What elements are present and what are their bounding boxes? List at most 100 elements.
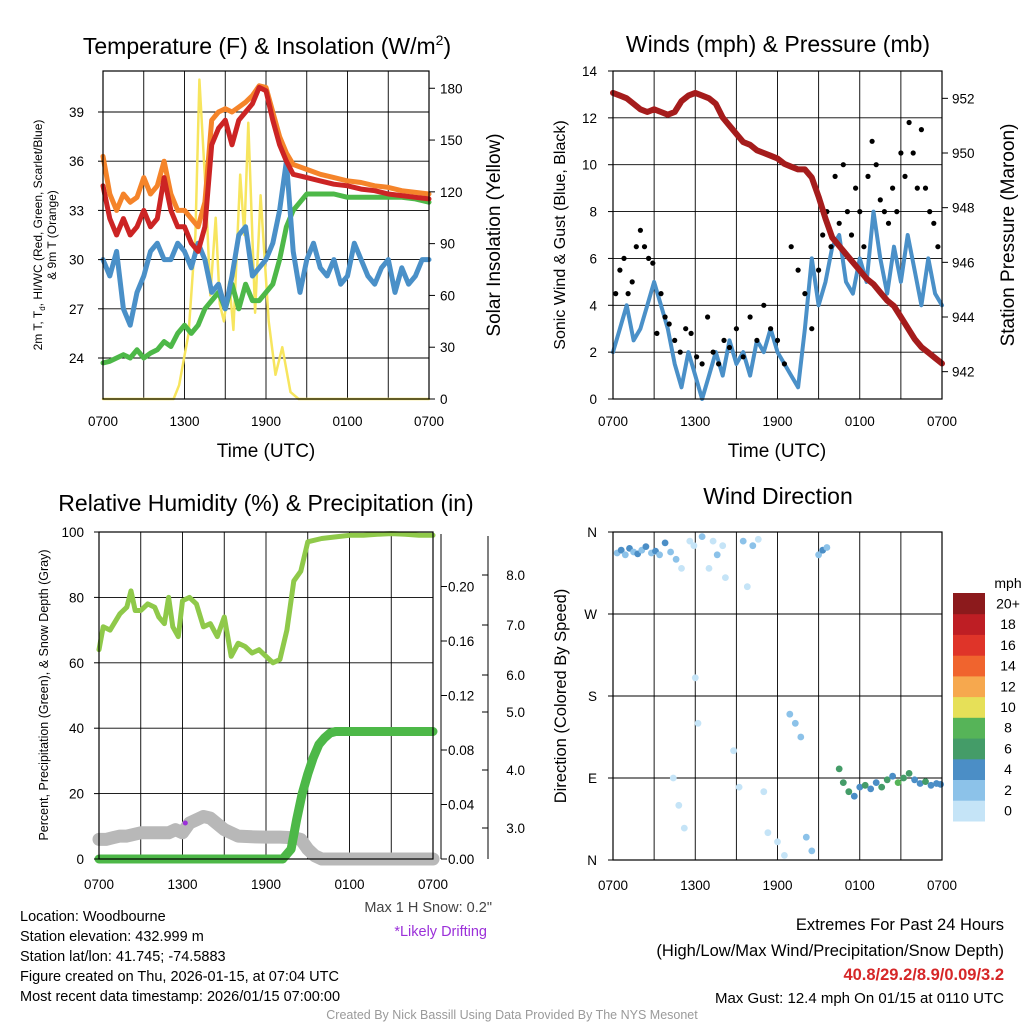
gust-point <box>781 361 788 367</box>
x-tick-label: 1300 <box>680 414 710 429</box>
gust-point <box>853 185 859 191</box>
direction-tick-label: N <box>587 525 597 540</box>
direction-point <box>856 783 864 791</box>
colorbar-swatch <box>953 800 985 822</box>
drift-marker <box>182 820 188 826</box>
direction-point <box>667 548 674 556</box>
series-9m-t-line <box>100 83 432 230</box>
colorbar-swatch <box>953 779 985 801</box>
gust-point <box>621 255 627 261</box>
direction-point <box>722 574 729 581</box>
gust-point <box>873 162 879 168</box>
colorbar-swatch <box>953 758 985 780</box>
humidity-ylabel: Percent, Precipitation (Green), & Snow D… <box>37 549 51 840</box>
x-tick-label: 1900 <box>762 414 792 429</box>
temperature-title-superscript: 2 <box>436 32 444 48</box>
series-2m-t-line <box>100 84 432 254</box>
temperature-ylabel-line2: & 9m T (Orange) <box>45 190 59 280</box>
y2-tick-label: 952 <box>952 91 975 106</box>
gust-point <box>890 185 896 191</box>
extremes-values: 40.8/29.2/8.9/0.09/3.2 <box>843 966 1004 984</box>
gust-point <box>637 227 644 233</box>
colorbar-label: 16 <box>1000 637 1016 653</box>
gust-point <box>650 260 656 266</box>
gust-point <box>613 291 619 297</box>
direction-point <box>900 774 907 782</box>
temperature-ylabel-subscript: d <box>38 306 47 310</box>
colorbar-label: 8 <box>1004 720 1012 736</box>
direction-point <box>937 781 944 788</box>
direction-point <box>815 551 822 559</box>
gust-point <box>832 173 838 179</box>
gust-point <box>836 220 842 226</box>
x-tick-label: 0100 <box>845 414 875 429</box>
gust-point <box>902 173 908 179</box>
y-tick-label: 36 <box>69 154 84 169</box>
direction-point <box>713 551 721 559</box>
direction-point <box>730 747 737 755</box>
colorbar-label: 12 <box>1000 678 1016 694</box>
gust-point <box>683 326 689 332</box>
colorbar-swatch <box>953 696 985 718</box>
station-pressure-line <box>610 89 945 367</box>
gust-point <box>914 185 920 191</box>
winds-ylabel: Sonic Wind & Gust (Blue, Black) <box>552 120 569 349</box>
colorbar-swatch <box>953 655 985 677</box>
gust-point <box>658 291 664 297</box>
gust-point <box>935 244 941 250</box>
y2-tick-label: 150 <box>440 133 463 148</box>
wind-direction-panel: Wind Direction 0700 1300 1900 0100 0700NESWN… <box>552 483 1022 893</box>
winds-series <box>610 89 945 401</box>
direction-point <box>705 565 713 572</box>
gust-point <box>747 314 753 320</box>
x-tick-label: 0700 <box>598 878 628 893</box>
direction-point <box>802 833 810 841</box>
y2-tick-label: 944 <box>952 310 975 325</box>
direction-point <box>905 770 913 777</box>
gust-point <box>816 267 822 273</box>
snow-tick-label: 4.0 <box>506 763 525 778</box>
direction-tick-label: S <box>588 689 597 704</box>
direction-point <box>656 551 663 559</box>
x-tick-label: 1300 <box>167 877 197 892</box>
temperature-plot-frame <box>102 70 430 400</box>
y-tick-label: 0 <box>76 852 84 867</box>
direction-point <box>686 537 694 545</box>
gust-point <box>733 326 740 332</box>
direction-point <box>927 781 935 789</box>
direction-point <box>743 583 751 591</box>
direction-point <box>911 776 918 784</box>
gust-point <box>761 302 767 308</box>
x-tick-label: 0700 <box>927 878 957 893</box>
direction-tick-label: W <box>584 607 597 622</box>
gust-point <box>716 361 722 367</box>
direction-point <box>669 774 677 782</box>
temperature-title: Temperature (F) & Insolation (W/m2) <box>83 32 451 59</box>
winds-xlabel: Time (UTC) <box>728 441 827 462</box>
gust-point <box>625 291 631 297</box>
colorbar-label: 10 <box>1000 699 1016 715</box>
direction-point <box>698 533 706 540</box>
direction-point <box>661 539 669 547</box>
direction-point <box>621 551 629 559</box>
direction-point <box>922 778 929 785</box>
x-tick-label: 0100 <box>332 414 362 429</box>
relative-humidity-line <box>96 531 436 666</box>
snow-tick-label: 6.0 <box>506 668 525 683</box>
gust-point <box>662 314 668 320</box>
x-tick-label: 0700 <box>598 414 628 429</box>
direction-point <box>786 710 794 718</box>
gust-point <box>754 337 760 343</box>
gust-point <box>633 244 639 250</box>
colorbar-swatch <box>953 738 985 760</box>
direction-point <box>845 788 853 796</box>
direction-point <box>878 783 886 791</box>
colorbar-label: 6 <box>1004 741 1012 757</box>
y2-tick-label: 942 <box>952 365 975 380</box>
direction-point <box>764 829 772 837</box>
gust-point <box>828 244 834 250</box>
x-tick-label: 1900 <box>762 878 792 893</box>
y-tick-label: 0 <box>589 392 597 407</box>
gust-point <box>710 349 716 355</box>
